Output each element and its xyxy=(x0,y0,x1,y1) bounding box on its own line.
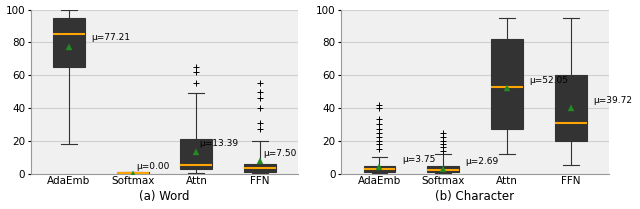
Text: μ=52.05: μ=52.05 xyxy=(529,76,568,85)
Text: μ=13.39: μ=13.39 xyxy=(200,139,239,148)
Text: μ=39.72: μ=39.72 xyxy=(593,96,632,105)
PathPatch shape xyxy=(180,139,212,169)
Text: μ=2.69: μ=2.69 xyxy=(465,157,499,166)
PathPatch shape xyxy=(555,75,587,141)
Text: μ=77.21: μ=77.21 xyxy=(92,33,131,42)
PathPatch shape xyxy=(428,166,459,172)
PathPatch shape xyxy=(244,164,276,172)
X-axis label: (b) Character: (b) Character xyxy=(435,190,515,203)
X-axis label: (a) Word: (a) Word xyxy=(140,190,190,203)
PathPatch shape xyxy=(116,172,148,173)
PathPatch shape xyxy=(364,166,396,172)
PathPatch shape xyxy=(53,18,85,67)
Text: μ=3.75: μ=3.75 xyxy=(402,155,435,164)
Text: μ=0.00: μ=0.00 xyxy=(136,162,169,171)
PathPatch shape xyxy=(491,39,523,129)
Text: μ=7.50: μ=7.50 xyxy=(263,149,297,158)
